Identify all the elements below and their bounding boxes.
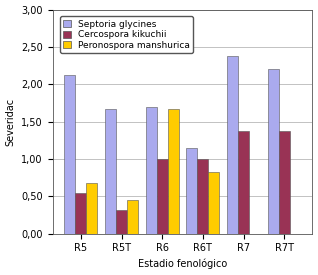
Legend: Septoria glycines, Cercospora kikuchii, Peronospora manshurica: Septoria glycines, Cercospora kikuchii, … (60, 16, 193, 53)
X-axis label: Estadio fenológico: Estadio fenológico (138, 259, 227, 270)
Bar (86, 183, 97, 234)
Bar (116, 210, 127, 234)
Bar (268, 69, 279, 234)
Bar (186, 148, 197, 234)
Bar (65, 75, 75, 234)
Bar (197, 159, 208, 234)
Bar (279, 131, 290, 234)
Bar (238, 131, 249, 234)
Bar (227, 56, 238, 234)
Bar (157, 159, 168, 234)
Bar (75, 192, 86, 234)
Bar (105, 109, 116, 234)
Bar (168, 109, 179, 234)
Bar (146, 107, 157, 234)
Bar (127, 200, 138, 234)
Bar (208, 172, 219, 234)
Y-axis label: Severidac: Severidac (5, 98, 16, 146)
